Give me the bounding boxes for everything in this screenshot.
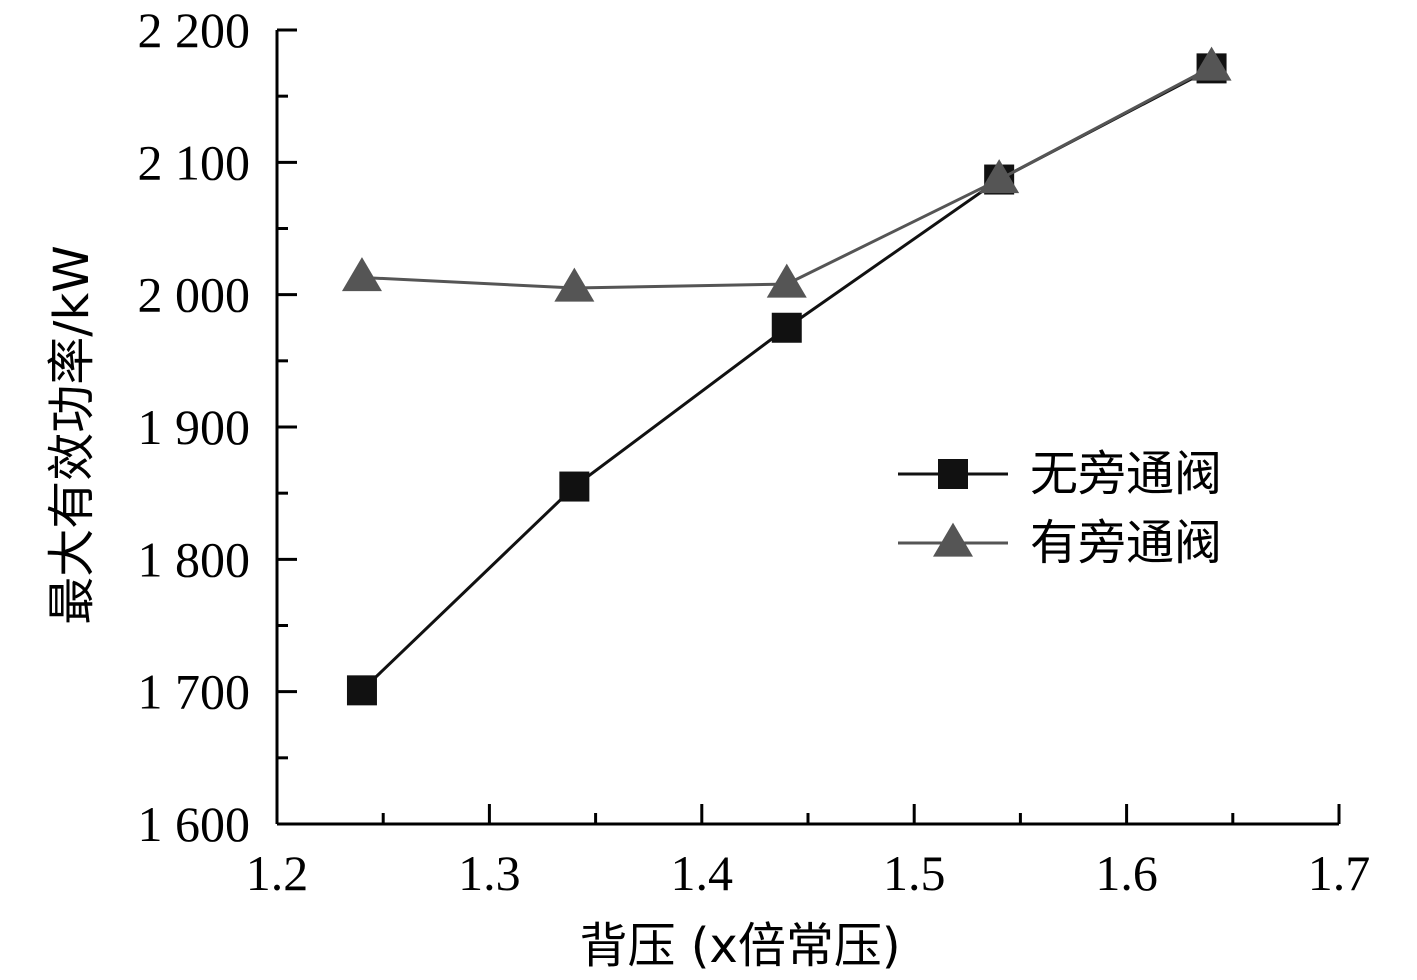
data-point-triangle: [341, 257, 382, 292]
series-line: [361, 65, 1213, 290]
legend-marker: [933, 522, 973, 557]
y-tick-label: 1 700: [138, 664, 251, 720]
axes: 1 600 1 700 1 800 1 900 2 000 2 100 2 200 1.2 1.…: [138, 2, 1371, 901]
data-point-triangle: [1191, 46, 1232, 81]
series-layer: [341, 46, 1232, 706]
legend-label: 无旁通阀: [1030, 446, 1222, 502]
series-2: [341, 46, 1232, 302]
x-tick-label: 1.2: [246, 845, 309, 901]
y-tick-label: 2 200: [138, 2, 251, 58]
y-tick-label: 1 900: [138, 399, 251, 455]
x-axis-title: 背压 (x倍常压): [579, 918, 900, 974]
data-point-square: [346, 675, 377, 706]
data-point-triangle: [554, 267, 595, 302]
series-line: [360, 67, 1213, 692]
y-axis-title: 最大有效功率/kW: [44, 245, 100, 624]
x-tick-label: 1.5: [883, 845, 946, 901]
y-tick-label: 1 600: [138, 796, 251, 852]
y-tick-label: 1 800: [138, 531, 251, 587]
series-1: [346, 53, 1227, 706]
y-tick-label: 2 100: [138, 134, 251, 190]
data-point-triangle: [766, 263, 807, 298]
x-tick-label: 1.7: [1308, 845, 1371, 901]
legend-item-1: 无旁通阀: [898, 446, 1222, 502]
data-point-square: [559, 471, 590, 502]
x-tick-label: 1.6: [1095, 845, 1158, 901]
legend-item-2: 有旁通阀: [898, 515, 1222, 571]
legend-label: 有旁通阀: [1030, 515, 1222, 571]
data-point-square: [771, 312, 802, 343]
legend-marker: [938, 459, 968, 489]
x-tick-label: 1.4: [671, 845, 734, 901]
x-tick-label: 1.3: [458, 845, 521, 901]
data-point-triangle: [979, 159, 1020, 194]
y-tick-label: 2 000: [138, 267, 251, 323]
